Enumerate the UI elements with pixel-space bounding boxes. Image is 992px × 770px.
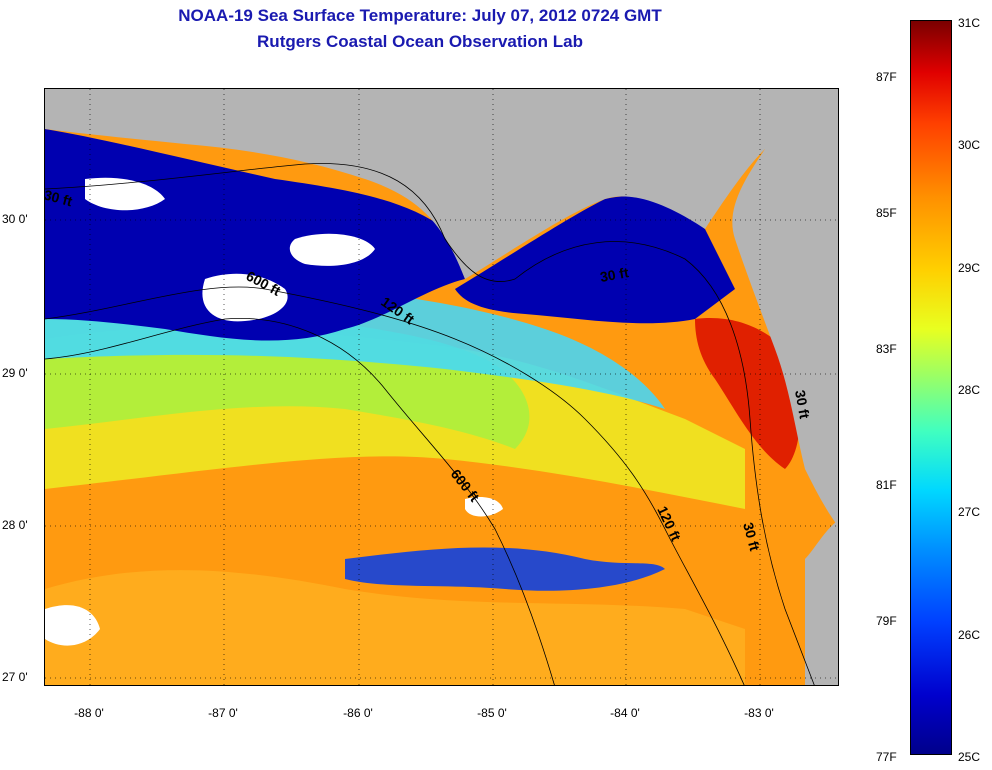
lat-label-27: 27 0' [2,670,28,684]
lat-label-29: 29 0' [2,366,28,380]
lon-label-84: -84 0' [610,706,640,720]
cloud-patch-2 [289,233,375,266]
lon-label-88: -88 0' [74,706,104,720]
contour-600ft [45,317,555,685]
cold-coastal-water-west [45,129,465,341]
contour-label-30ft-west: 30 ft [45,186,74,209]
cold-water-streak [345,547,665,591]
cloud-patch-4 [45,605,100,646]
lon-label-85: -85 0' [477,706,507,720]
map-title: NOAA-19 Sea Surface Temperature: July 07… [178,6,662,25]
colorbar-label-27c: 27C [958,505,981,519]
temperature-colorbar [910,20,952,755]
contour-30ft [45,163,815,685]
contour-label-30ft-bigbend: 30 ft [599,264,630,285]
lon-label-83: -83 0' [744,706,774,720]
lon-label-86: -86 0' [343,706,373,720]
sst-map-svg: 600 ft 120 ft 600 ft 120 ft 30 ft 30 ft … [45,89,838,685]
lat-label-28: 28 0' [2,518,28,532]
land-florida [732,149,838,527]
cold-coastal-water-east [455,196,735,324]
colorbar-label-29c: 29C [958,261,981,275]
lon-label-87: -87 0' [208,706,238,720]
colorbar-label-83f: 83F [876,342,897,356]
colorbar-label-79f: 79F [876,614,897,628]
sea-surface-temperature-map: 600 ft 120 ft 600 ft 120 ft 30 ft 30 ft … [44,88,839,686]
colorbar-label-85f: 85F [876,206,897,220]
contour-label-30ft-southeast: 30 ft [740,521,763,553]
colorbar-label-87f: 87F [876,70,897,84]
cloud-patch-5 [465,497,503,517]
colorbar-label-77f: 77F [876,750,897,764]
lat-label-30: 30 0' [2,212,28,226]
colorbar-label-28c: 28C [958,383,981,397]
contour-120ft [45,286,745,685]
contour-label-30ft-east: 30 ft [792,389,813,420]
colorbar-label-30c: 30C [958,138,981,152]
land-north [45,89,838,279]
colorbar-label-26c: 26C [958,628,981,642]
colorbar-label-81f: 81F [876,478,897,492]
yellow-water-south [45,570,745,685]
colorbar-label-25c: 25C [958,750,981,764]
cloud-patch-3 [85,177,165,211]
colorbar-label-31c: 31C [958,16,981,30]
map-subtitle: Rutgers Coastal Ocean Observation Lab [257,32,583,51]
